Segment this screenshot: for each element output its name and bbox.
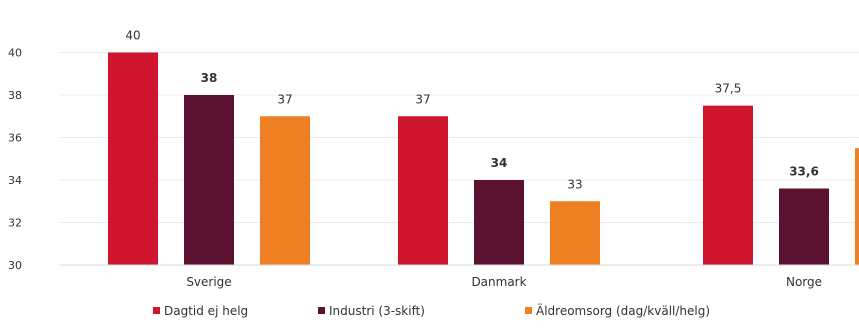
bar-danmark-2 bbox=[474, 180, 524, 265]
legend-swatch-1 bbox=[153, 307, 160, 314]
data-label: 37 bbox=[415, 92, 430, 106]
data-label: 34 bbox=[491, 156, 508, 170]
y-tick-label: 32 bbox=[8, 217, 22, 230]
bar-norge-1 bbox=[703, 105, 753, 265]
legend-label-1: Dagtid ej helg bbox=[164, 304, 248, 318]
x-tick-label: Danmark bbox=[471, 275, 526, 289]
data-label: 33 bbox=[567, 177, 582, 191]
data-label: 33,6 bbox=[789, 165, 819, 179]
bar-danmark-3 bbox=[550, 201, 600, 265]
data-label: 37 bbox=[277, 92, 292, 106]
bar-danmark-1 bbox=[398, 116, 448, 265]
y-tick-label: 38 bbox=[8, 89, 22, 102]
y-tick-label: 36 bbox=[8, 132, 22, 145]
legend-swatch-3 bbox=[525, 307, 532, 314]
bar-sverige-3 bbox=[260, 116, 310, 265]
data-label: 38 bbox=[201, 71, 218, 85]
y-tick-label: 30 bbox=[8, 259, 22, 272]
bar-sverige-2 bbox=[184, 95, 234, 265]
bar-norge-3 bbox=[855, 148, 859, 265]
x-tick-label: Sverige bbox=[186, 275, 231, 289]
legend-label-2: Industri (3-skift) bbox=[329, 304, 425, 318]
data-label: 37,5 bbox=[715, 82, 742, 96]
x-tick-label: Norge bbox=[786, 275, 822, 289]
data-label: 40 bbox=[125, 29, 140, 43]
y-tick-label: 34 bbox=[8, 174, 22, 187]
legend-label-3: Äldreomsorg (dag/kväll/helg) bbox=[536, 303, 710, 318]
axis: 30 32 34 36 38 40 Sverige Danmark Norge bbox=[8, 47, 859, 289]
legend-swatch-2 bbox=[318, 307, 325, 314]
y-tick-label: 40 bbox=[8, 47, 22, 60]
bar-sverige-1 bbox=[108, 52, 158, 265]
legend: Dagtid ej helg Industri (3-skift) Äldreoms… bbox=[153, 303, 710, 318]
bar-norge-2 bbox=[779, 188, 829, 265]
bars bbox=[108, 52, 859, 265]
